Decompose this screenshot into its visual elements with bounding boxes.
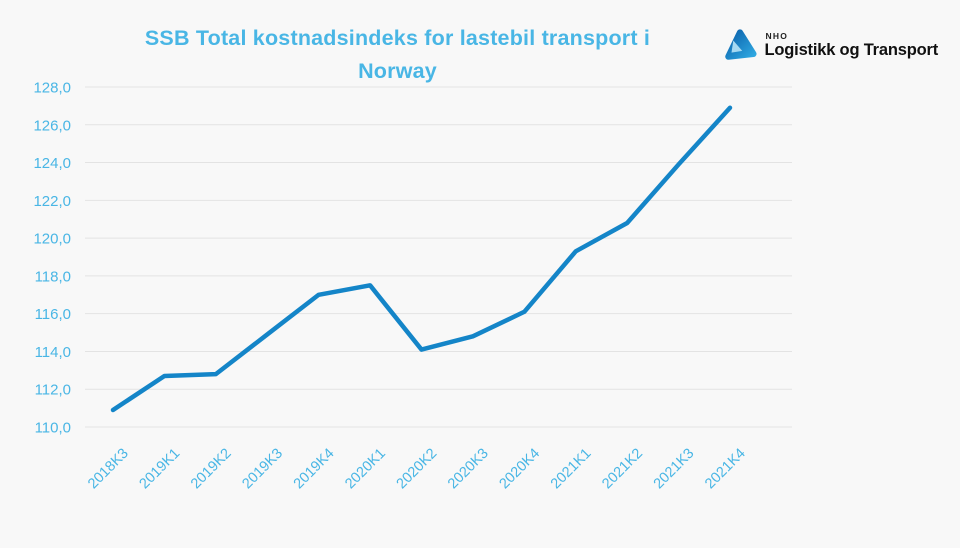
y-axis-tick-label: 124,0 [33, 155, 71, 172]
y-axis-tick-label: 128,0 [33, 80, 71, 97]
nho-logo: NHO Logistikk og Transport [722, 28, 938, 62]
x-axis-tick-label: 2019K2 [188, 446, 235, 493]
x-axis-tick-label: 2020K2 [394, 446, 441, 493]
x-axis-tick-label: 2021K4 [702, 446, 749, 493]
nho-triangle-icon [724, 29, 757, 60]
x-axis-tick-label: 2019K3 [239, 446, 286, 493]
y-axis-tick-label: 114,0 [35, 344, 71, 361]
y-axis-tick-label: 112,0 [35, 382, 71, 399]
chart-title-line2: Norway [358, 59, 437, 83]
chart-title-line1: SSB Total kostnadsindeks for lastebil tr… [144, 26, 651, 50]
y-axis-tick-label: 116,0 [35, 306, 71, 323]
chart-title: SSB Total kostnadsindeks for lastebil tr… [85, 22, 710, 88]
x-axis-tick-label: 2021K2 [599, 446, 646, 493]
y-axis-tick-label: 122,0 [33, 193, 71, 210]
x-axis-tick-label: 2020K1 [342, 446, 389, 493]
nho-logo-text: NHO Logistikk og Transport [764, 30, 939, 59]
data-line-total-kostnadsindeks [110, 105, 733, 413]
y-axis-tick-label: 118,0 [35, 268, 71, 285]
y-axis-tick-label: 126,0 [33, 117, 71, 134]
x-axis-tick-label: 2021K1 [548, 446, 595, 493]
x-axis-tick-label: 2019K1 [137, 446, 184, 493]
nho-logo-name: Logistikk og Transport [764, 41, 939, 59]
x-axis-tick-label: 2019K4 [291, 446, 338, 493]
x-axis-tick-label: 2018K3 [85, 446, 132, 493]
x-axis-tick-label: 2021K3 [651, 446, 698, 493]
x-axis-tick-label: 2020K4 [496, 446, 543, 493]
x-axis-tick-label: 2020K3 [445, 446, 492, 493]
nho-logo-org: NHO [765, 30, 789, 41]
y-axis-tick-label: 110,0 [35, 420, 71, 437]
y-axis-tick-label: 120,0 [33, 231, 71, 248]
